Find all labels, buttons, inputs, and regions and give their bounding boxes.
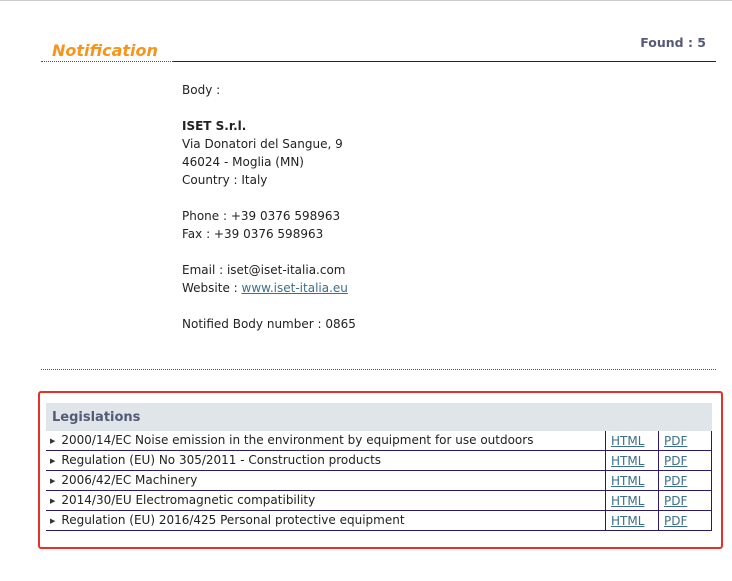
html-cell: HTML	[605, 470, 659, 491]
legislation-title: 2006/42/EC Machinery	[61, 473, 198, 487]
html-link[interactable]: HTML	[611, 453, 645, 468]
body-nb-number: Notified Body number : 0865	[182, 317, 356, 331]
html-link[interactable]: HTML	[611, 493, 645, 508]
html-link[interactable]: HTML	[611, 473, 645, 488]
legislation-row: ▶ Regulation (EU) 2016/425 Personal prote…	[46, 510, 712, 531]
legislation-title: Regulation (EU) 2016/425 Personal protec…	[61, 513, 405, 527]
pdf-cell: PDF	[658, 490, 712, 511]
pdf-link[interactable]: PDF	[664, 493, 688, 508]
top-divider	[0, 0, 732, 1]
bullet-arrow-icon: ▶	[50, 517, 56, 525]
html-cell: HTML	[605, 431, 659, 451]
pdf-link[interactable]: PDF	[664, 513, 688, 528]
legislation-row: ▶ 2000/14/EC Noise emission in the enviro…	[46, 431, 712, 451]
html-cell: HTML	[605, 490, 659, 511]
page-title: Notification	[52, 41, 158, 60]
legislation-title-cell: ▶ Regulation (EU) No 305/2011 - Construct…	[46, 450, 606, 471]
legislation-title-cell: ▶ 2006/42/EC Machinery	[46, 470, 606, 491]
website-link[interactable]: www.iset-italia.eu	[241, 281, 348, 295]
body-details: Body : ISET S.r.l. Via Donatori del Sang…	[182, 81, 356, 333]
section-divider	[41, 369, 716, 370]
pdf-cell: PDF	[658, 470, 712, 491]
pdf-cell: PDF	[658, 431, 712, 451]
legislation-title-cell: ▶ Regulation (EU) 2016/425 Personal prote…	[46, 510, 606, 531]
body-country: Country : Italy	[182, 173, 268, 187]
pdf-link[interactable]: PDF	[664, 433, 688, 448]
pdf-link[interactable]: PDF	[664, 473, 688, 488]
body-address: Via Donatori del Sangue, 9	[182, 137, 343, 151]
bullet-arrow-icon: ▶	[50, 437, 56, 445]
body-name: ISET S.r.l.	[182, 119, 247, 133]
title-divider-dotted	[41, 61, 173, 62]
bullet-arrow-icon: ▶	[50, 477, 56, 485]
highlight-box	[38, 391, 723, 549]
legislation-row: ▶ 2014/30/EU Electromagnetic compatibilit…	[46, 490, 712, 511]
legislation-row: ▶ 2006/42/EC Machinery HTML PDF	[46, 470, 712, 491]
body-website: Website : www.iset-italia.eu	[182, 279, 356, 297]
legislation-title: Regulation (EU) No 305/2011 - Constructi…	[61, 453, 382, 467]
title-divider	[173, 61, 716, 62]
legislation-title: 2000/14/EC Noise emission in the environ…	[61, 433, 534, 447]
body-label: Body :	[182, 83, 221, 97]
legislation-row: ▶ Regulation (EU) No 305/2011 - Construct…	[46, 450, 712, 471]
legislation-title-cell: ▶ 2014/30/EU Electromagnetic compatibilit…	[46, 490, 606, 511]
pdf-cell: PDF	[658, 510, 712, 531]
bullet-arrow-icon: ▶	[50, 457, 56, 465]
body-phone: Phone : +39 0376 598963	[182, 209, 341, 223]
pdf-link[interactable]: PDF	[664, 453, 688, 468]
html-cell: HTML	[605, 510, 659, 531]
body-email: Email : iset@iset-italia.com	[182, 263, 346, 277]
body-fax: Fax : +39 0376 598963	[182, 227, 324, 241]
legislation-title-cell: ▶ 2000/14/EC Noise emission in the enviro…	[46, 431, 606, 451]
html-link[interactable]: HTML	[611, 433, 645, 448]
legislations-table: Legislations ▶ 2000/14/EC Noise emission …	[46, 403, 712, 531]
bullet-arrow-icon: ▶	[50, 497, 56, 505]
found-count: Found : 5	[640, 35, 706, 50]
legislation-title: 2014/30/EU Electromagnetic compatibility	[61, 493, 316, 507]
website-label: Website :	[182, 281, 242, 295]
html-cell: HTML	[605, 450, 659, 471]
legislations-heading: Legislations	[46, 403, 712, 431]
pdf-cell: PDF	[658, 450, 712, 471]
html-link[interactable]: HTML	[611, 513, 645, 528]
body-city: 46024 - Moglia (MN)	[182, 155, 304, 169]
